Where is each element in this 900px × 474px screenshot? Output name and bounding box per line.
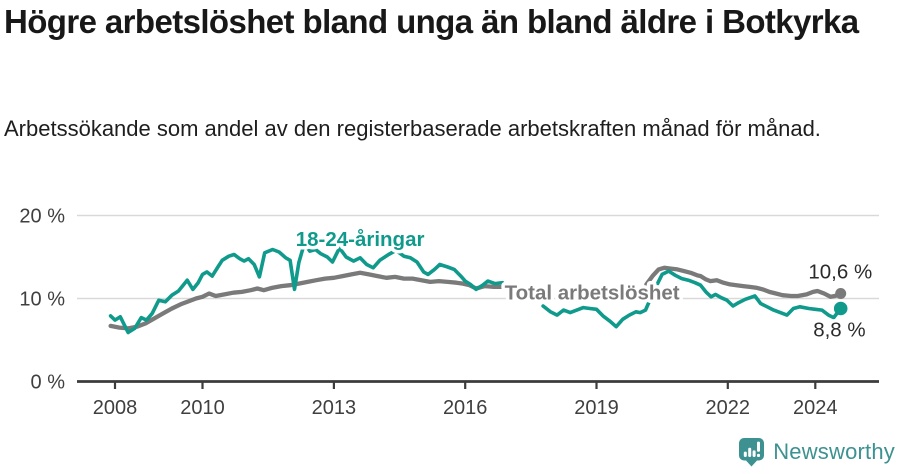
chart-subtitle: Arbetssökande som andel av den registerb…	[4, 116, 821, 141]
x-tick-label: 2016	[443, 397, 488, 419]
series-label: 18-24-åringar	[296, 228, 425, 251]
series-end-dot	[833, 301, 848, 316]
series-label: Total arbetslöshet	[505, 281, 680, 304]
series-line	[541, 269, 843, 329]
x-tick-label: 2022	[706, 397, 751, 419]
y-tick-label: 10 %	[19, 289, 65, 311]
brand-name: Newsworthy	[773, 439, 895, 464]
y-tick-label: 20 %	[19, 206, 65, 228]
series-end-dot	[835, 288, 847, 299]
y-tick-label: 0 %	[31, 372, 66, 394]
x-tick-label: 2008	[93, 397, 138, 419]
series-line	[108, 270, 505, 331]
series-line	[644, 265, 843, 299]
x-tick-label: 2019	[574, 397, 619, 419]
page-title: Högre arbetslöshet bland unga än bland ä…	[4, 3, 859, 40]
x-tick-label: 2013	[312, 397, 357, 419]
x-tick-label: 2024	[793, 397, 838, 419]
series-end-value-label: 10,6 %	[808, 261, 872, 284]
series-end-value-label: 8,8 %	[813, 319, 865, 342]
series-line	[108, 241, 505, 335]
brand-footer: Newsworthy	[738, 437, 895, 467]
x-tick-label: 2010	[180, 397, 225, 419]
newsworthy-logo-icon	[739, 438, 765, 467]
